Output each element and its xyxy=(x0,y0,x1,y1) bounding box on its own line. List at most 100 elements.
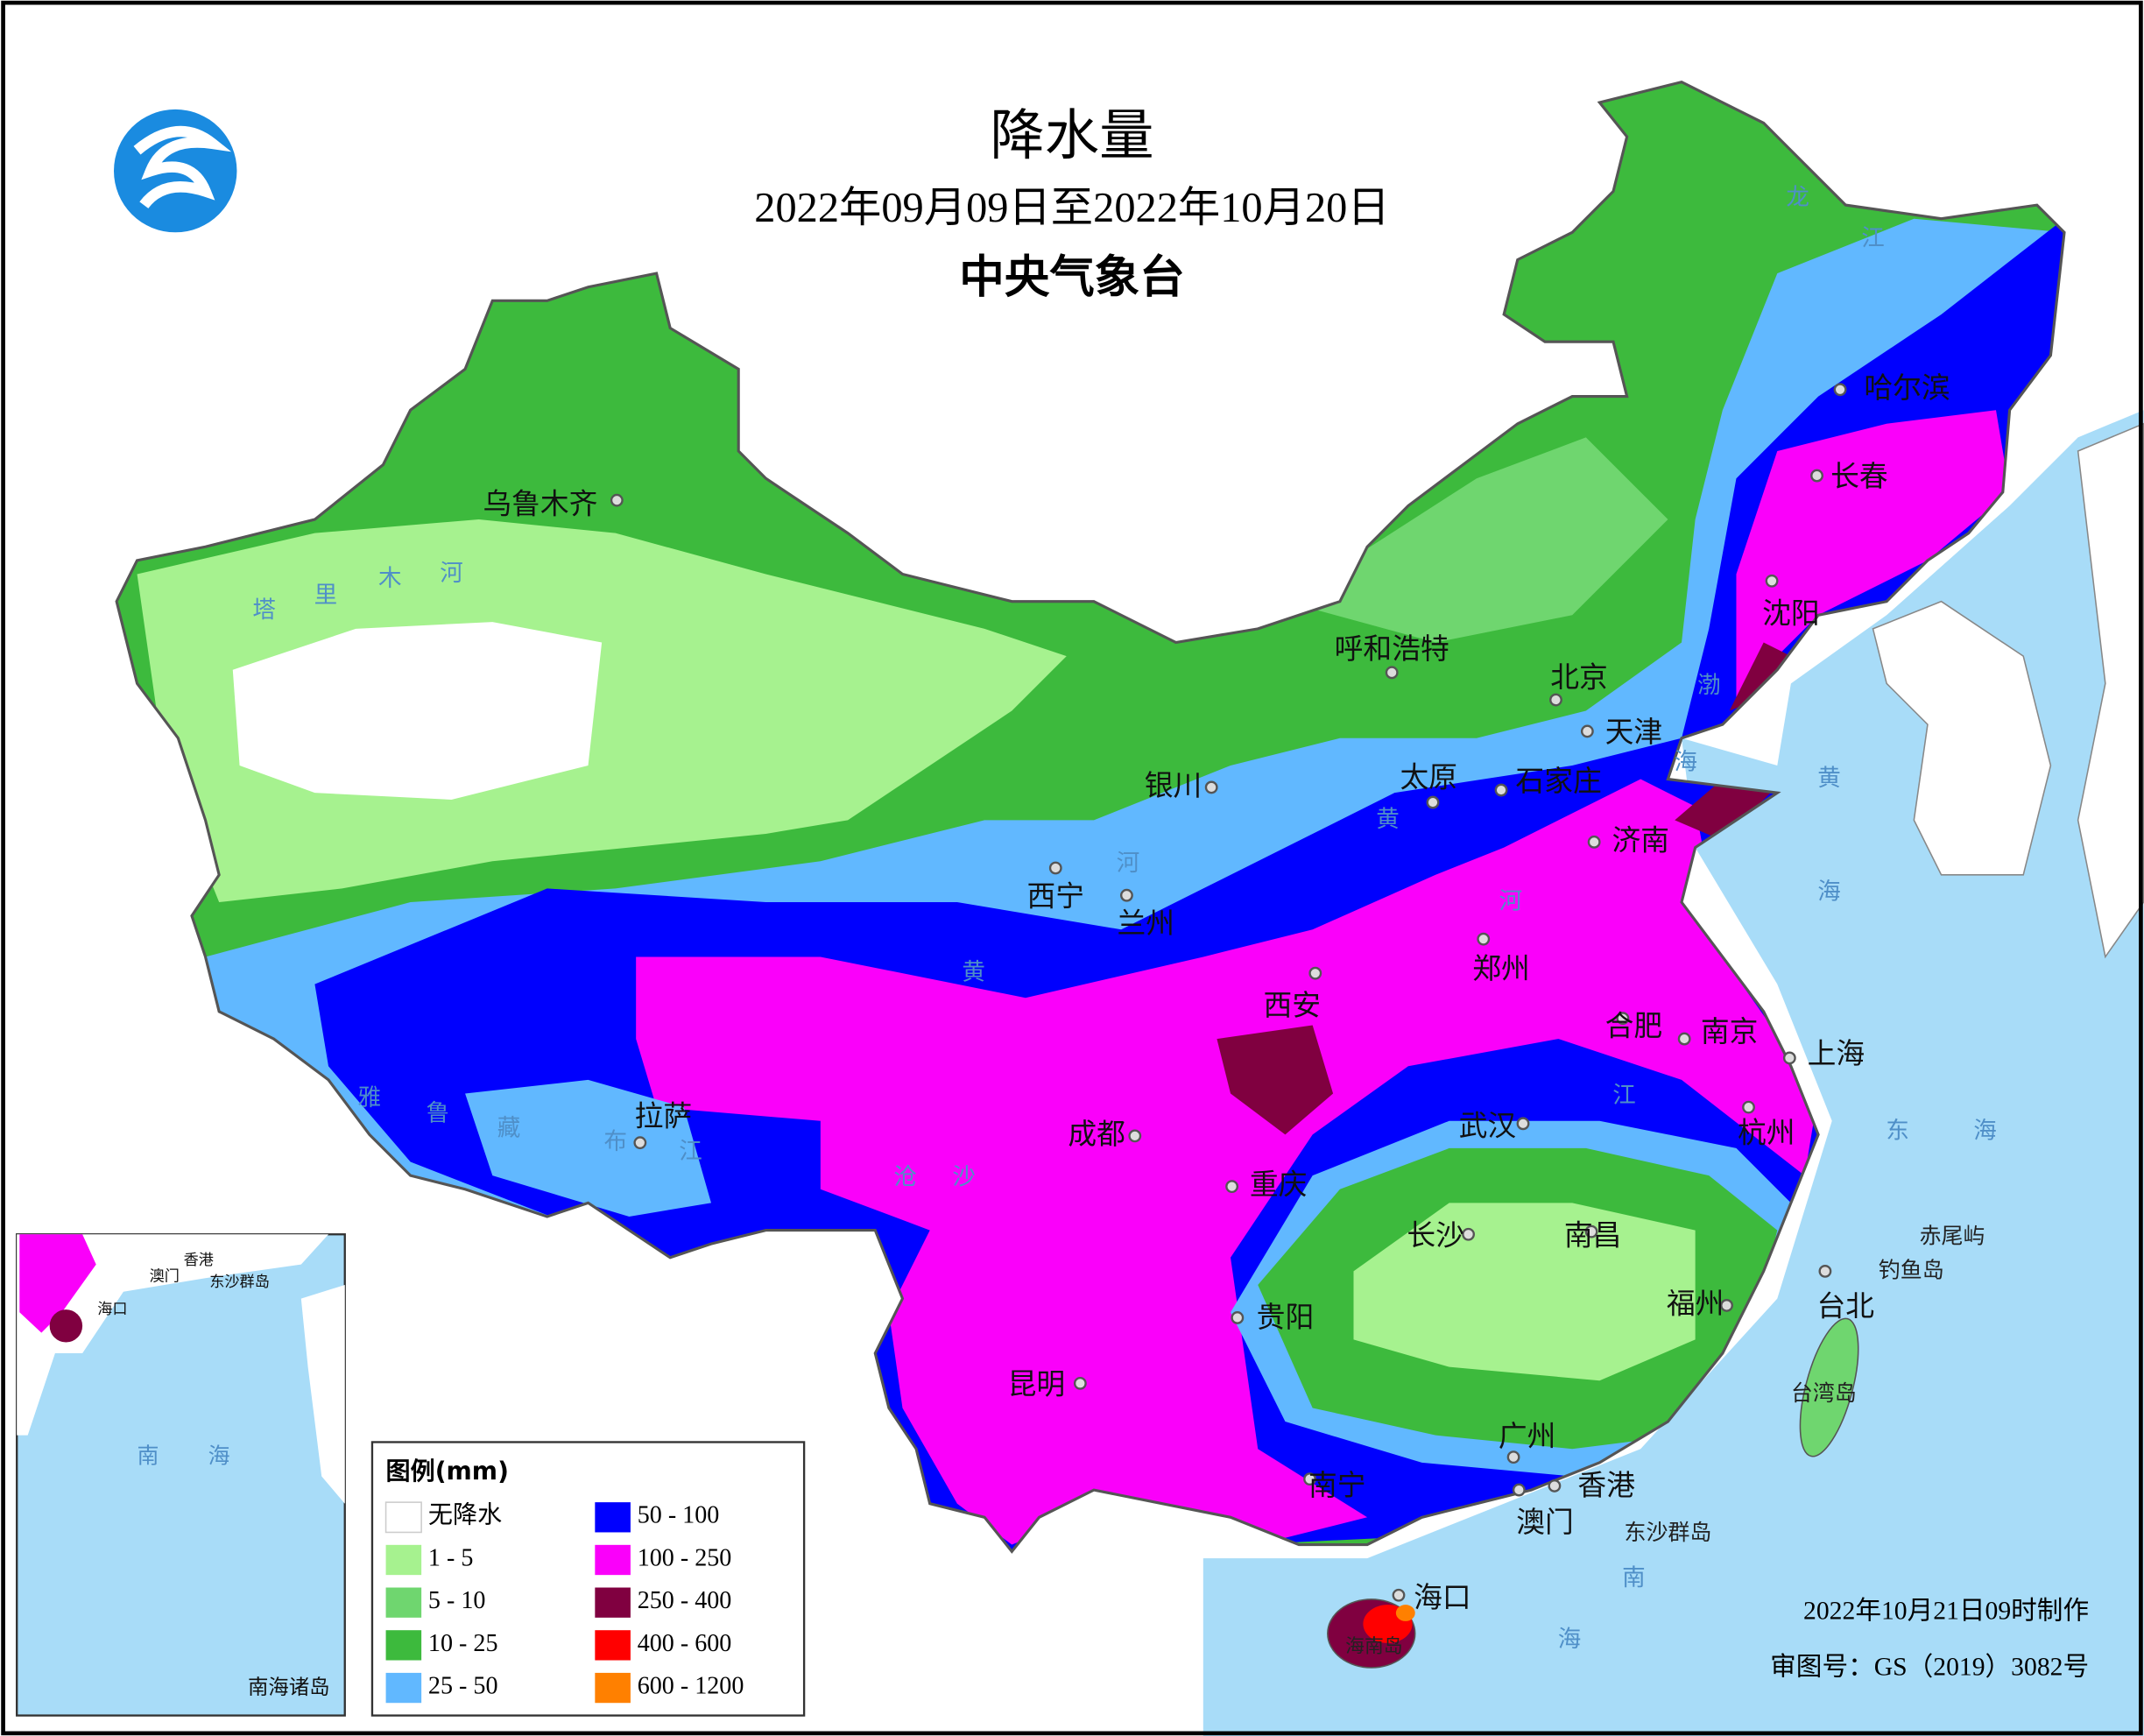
city-label: 郑州 xyxy=(1472,952,1530,985)
band-250-400 xyxy=(1675,779,1778,841)
city-dot xyxy=(1385,666,1399,680)
title: 降水量 xyxy=(990,103,1153,167)
water-label: 黄 xyxy=(962,959,985,986)
inset-hainan xyxy=(49,1309,83,1343)
city-label: 南昌 xyxy=(1564,1218,1622,1252)
city-dot xyxy=(1426,795,1440,809)
city-dot xyxy=(1720,1298,1733,1312)
water-label: 江 xyxy=(1612,1082,1636,1109)
water-label: 江 xyxy=(1861,225,1885,252)
city-dot xyxy=(1128,1129,1142,1143)
city-label: 武汉 xyxy=(1459,1110,1517,1143)
city-label: 长沙 xyxy=(1407,1218,1464,1252)
city-dot xyxy=(1462,1227,1475,1241)
inset-label: 香港 xyxy=(184,1252,214,1269)
city-label: 昆明 xyxy=(1008,1367,1066,1401)
legend-label: 400 - 600 xyxy=(638,1630,732,1657)
legend-swatch xyxy=(385,1630,422,1661)
band-25-50-tibet xyxy=(465,1079,711,1217)
legend-label: 50 - 100 xyxy=(638,1502,720,1529)
water-label: 南 xyxy=(1622,1564,1646,1591)
legend-swatch xyxy=(384,1501,422,1534)
island-label: 海南岛 xyxy=(1345,1636,1403,1658)
city-label: 拉萨 xyxy=(635,1100,693,1133)
water-label: 雅 xyxy=(358,1084,382,1111)
water-label: 海 xyxy=(1674,748,1697,775)
city-dot xyxy=(1477,932,1491,946)
city-dot xyxy=(1616,1012,1630,1026)
city-dot xyxy=(1308,966,1322,980)
inset-label: 南 xyxy=(138,1443,159,1469)
city-label: 上海 xyxy=(1808,1037,1865,1070)
island-label: 赤尾屿 xyxy=(1920,1223,1985,1248)
inset-land xyxy=(17,1234,329,1436)
band-100-250-ne xyxy=(1736,410,2010,697)
water-label: 龙 xyxy=(1786,184,1809,211)
city-dot xyxy=(1225,1180,1239,1194)
legend-label: 600 - 1200 xyxy=(638,1673,744,1700)
city-label: 银川 xyxy=(1145,769,1202,802)
band-5-10 xyxy=(1285,437,1668,643)
inset-rain xyxy=(19,1234,96,1333)
inset-label: 海口 xyxy=(97,1301,127,1318)
legend-swatch xyxy=(595,1672,631,1704)
subtitle: 2022年09月09日至2022年10月20日 xyxy=(754,185,1389,231)
band-250-400 xyxy=(1217,1025,1334,1135)
korea xyxy=(1872,600,2052,876)
taiwan xyxy=(1799,1317,1859,1457)
city-dot xyxy=(1580,724,1594,738)
city-label: 杭州 xyxy=(1738,1116,1795,1149)
city-label: 长春 xyxy=(1830,460,1888,493)
legend-swatch xyxy=(385,1587,422,1618)
inset-label: 东沙群岛 xyxy=(209,1274,270,1291)
city-dot xyxy=(1818,1264,1832,1278)
legend-swatch xyxy=(385,1672,422,1704)
legend-title: 图例(mm) xyxy=(386,1457,509,1485)
legend-swatch xyxy=(595,1502,631,1533)
band-250-400 xyxy=(1729,642,1791,711)
city-dot xyxy=(1506,1450,1520,1464)
water-label: 海 xyxy=(1558,1626,1582,1653)
water-label: 河 xyxy=(1499,888,1523,915)
city-label: 呼和浩特 xyxy=(1335,632,1449,666)
band-1-5 xyxy=(137,519,1067,903)
water-label: 藏 xyxy=(497,1115,521,1142)
city-label: 贵阳 xyxy=(1257,1301,1315,1334)
city-label: 广州 xyxy=(1499,1420,1556,1453)
water-label: 里 xyxy=(314,582,338,609)
legend-label: 100 - 250 xyxy=(638,1544,732,1571)
city-dot xyxy=(1204,780,1218,794)
city-dot xyxy=(1073,1376,1087,1390)
water-label: 布 xyxy=(603,1128,627,1155)
band-1-5-se xyxy=(1353,1203,1696,1381)
water-label: 东 xyxy=(1886,1118,1909,1145)
water-label: 江 xyxy=(679,1138,702,1165)
water-label: 鲁 xyxy=(427,1099,450,1126)
city-label: 重庆 xyxy=(1250,1168,1308,1202)
band-none xyxy=(232,622,603,800)
legend-label: 250 - 400 xyxy=(638,1587,732,1614)
city-dot xyxy=(1810,469,1823,483)
city-label: 沈阳 xyxy=(1762,596,1820,630)
city-dot xyxy=(1833,383,1847,397)
city-dot xyxy=(1303,1472,1316,1486)
city-label: 乌鲁木齐 xyxy=(483,487,597,520)
inset-land-east xyxy=(300,1284,345,1504)
legend-swatch xyxy=(595,1630,631,1661)
legend-label: 10 - 25 xyxy=(428,1630,498,1657)
inset-label: 澳门 xyxy=(150,1268,180,1286)
water-label: 黄 xyxy=(1817,765,1841,792)
city-dot xyxy=(1765,574,1779,588)
footer-approval: 审图号：GS（2019）3082号 xyxy=(1770,1652,2089,1681)
legend-label: 无降水 xyxy=(428,1501,502,1529)
city-dot xyxy=(1120,888,1133,902)
city-label: 兰州 xyxy=(1118,907,1175,941)
legend-label: 1 - 5 xyxy=(428,1544,473,1571)
city-dot xyxy=(1512,1483,1526,1497)
island-label: 钓鱼岛 xyxy=(1879,1257,1944,1282)
city-label: 澳门 xyxy=(1516,1506,1574,1539)
city-dot xyxy=(610,493,624,507)
city-label: 天津 xyxy=(1605,716,1663,749)
